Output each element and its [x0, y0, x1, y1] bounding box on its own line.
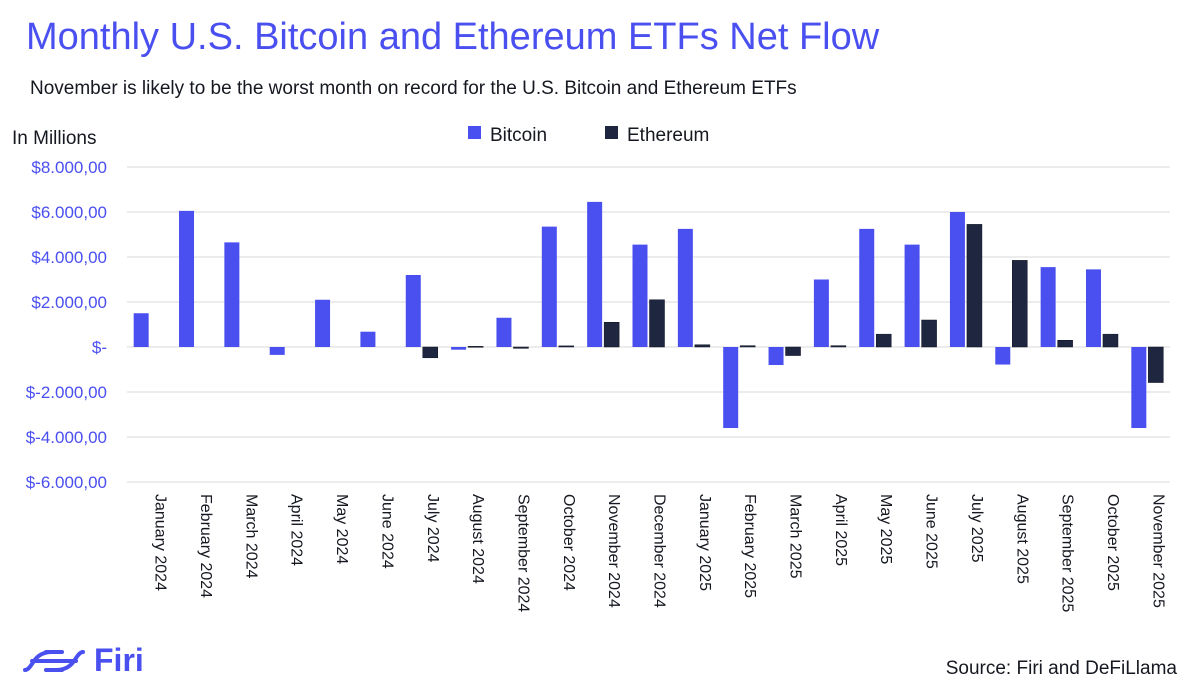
legend: Bitcoin Ethereum [468, 125, 709, 146]
ethereum-bar [1148, 346, 1164, 383]
bars [133, 201, 1164, 428]
x-tick-label: May 2025 [877, 494, 894, 564]
x-tick-label: June 2024 [378, 494, 395, 569]
x-tick-label: September 2024 [514, 494, 531, 612]
bitcoin-bar [315, 299, 331, 347]
bitcoin-bar [269, 347, 285, 355]
ethereum-legend-label: Ethereum [627, 125, 709, 146]
x-tick-label: October 2024 [560, 494, 577, 591]
ethereum-bar [649, 299, 665, 348]
bitcoin-bar [179, 210, 195, 347]
bitcoin-bar [677, 228, 693, 347]
bitcoin-bar [723, 347, 739, 428]
ethereum-bar [830, 345, 847, 348]
y-tick-label: $-2.000,00 [26, 383, 107, 402]
x-tick-label: January 2024 [152, 494, 169, 591]
y-tick-label: $8.000,00 [31, 158, 107, 177]
y-tick-label: $-6.000,00 [26, 473, 107, 492]
bitcoin-bar [405, 275, 421, 347]
bitcoin-bar [768, 347, 784, 365]
x-tick-label: February 2024 [197, 494, 214, 598]
ethereum-legend-swatch [605, 126, 618, 139]
x-tick-label: May 2024 [333, 494, 350, 564]
bitcoin-bar [632, 244, 648, 347]
ethereum-bar [603, 322, 620, 348]
ethereum-bar [966, 224, 983, 348]
y-tick-label: $4.000,00 [31, 248, 107, 267]
y-axis-unit-label: In Millions [12, 128, 97, 149]
y-tick-label: $6.000,00 [31, 203, 107, 222]
ethereum-bar [739, 345, 756, 348]
ethereum-bar [422, 346, 439, 359]
x-tick-label: October 2025 [1104, 494, 1121, 591]
ethereum-bar [921, 319, 937, 348]
x-tick-label: July 2025 [968, 494, 985, 563]
source-note: Source: Firi and DeFiLlama [945, 658, 1177, 679]
bitcoin-bar [1040, 267, 1056, 347]
x-tick-label: April 2025 [832, 494, 849, 566]
x-tick-label: June 2025 [923, 494, 940, 569]
x-tick-label: November 2025 [1149, 494, 1166, 608]
ethereum-bar [1102, 333, 1119, 348]
chart-subtitle: November is likely to be the worst month… [30, 78, 797, 99]
bitcoin-bar [133, 313, 149, 347]
x-tick-label: November 2024 [605, 494, 622, 608]
x-tick-label: April 2024 [288, 494, 305, 566]
x-tick-label: August 2025 [1013, 494, 1030, 584]
bitcoin-legend-swatch [468, 126, 481, 139]
bitcoin-bar [995, 347, 1011, 365]
bitcoin-bar [587, 201, 603, 347]
bitcoin-bar [1085, 269, 1101, 347]
ethereum-bar [1012, 260, 1028, 348]
firi-logo: Firi [22, 642, 144, 679]
bitcoin-bar [496, 317, 512, 347]
x-tick-label: December 2024 [651, 494, 668, 608]
x-tick-label: July 2024 [424, 494, 441, 563]
bitcoin-bar [904, 244, 920, 347]
y-axis-ticks: $8.000,00 $6.000,00 $4.000,00 $2.000,00 $- $-… [26, 158, 107, 492]
bitcoin-bar [451, 347, 467, 350]
bitcoin-bar [1131, 347, 1147, 428]
x-tick-label: March 2024 [242, 494, 259, 579]
y-tick-label: $-4.000,00 [26, 428, 107, 447]
ethereum-bar [467, 346, 484, 348]
ethereum-bar [875, 333, 892, 348]
etf-flow-bar-chart: $8.000,00 $6.000,00 $4.000,00 $2.000,00 $- $-… [26, 125, 1170, 612]
bitcoin-bar [859, 228, 875, 347]
ethereum-bar [694, 344, 711, 348]
x-tick-label: September 2025 [1059, 494, 1076, 612]
ethereum-bar [1057, 340, 1073, 348]
ethereum-bar [785, 346, 801, 356]
x-tick-label: January 2025 [696, 494, 713, 591]
bitcoin-bar [224, 242, 240, 347]
ethereum-bar [513, 346, 529, 349]
bitcoin-bar [541, 226, 557, 347]
bitcoin-bar [813, 279, 829, 347]
x-tick-label: March 2025 [787, 494, 804, 579]
bitcoin-legend-label: Bitcoin [490, 125, 547, 146]
y-tick-label: $- [92, 338, 107, 357]
x-axis-ticks: January 2024 February 2024 March 2024 April… [152, 494, 1167, 612]
firi-logo-text: Firi [94, 642, 144, 678]
x-tick-label: August 2024 [469, 494, 486, 584]
ethereum-bar [558, 345, 575, 348]
bitcoin-bar [949, 212, 965, 347]
chart-title: Monthly U.S. Bitcoin and Ethereum ETFs N… [26, 16, 880, 58]
x-tick-label: February 2025 [741, 494, 758, 598]
bitcoin-bar [360, 331, 376, 347]
y-tick-label: $2.000,00 [31, 293, 107, 312]
firi-logo-icon [23, 649, 85, 672]
